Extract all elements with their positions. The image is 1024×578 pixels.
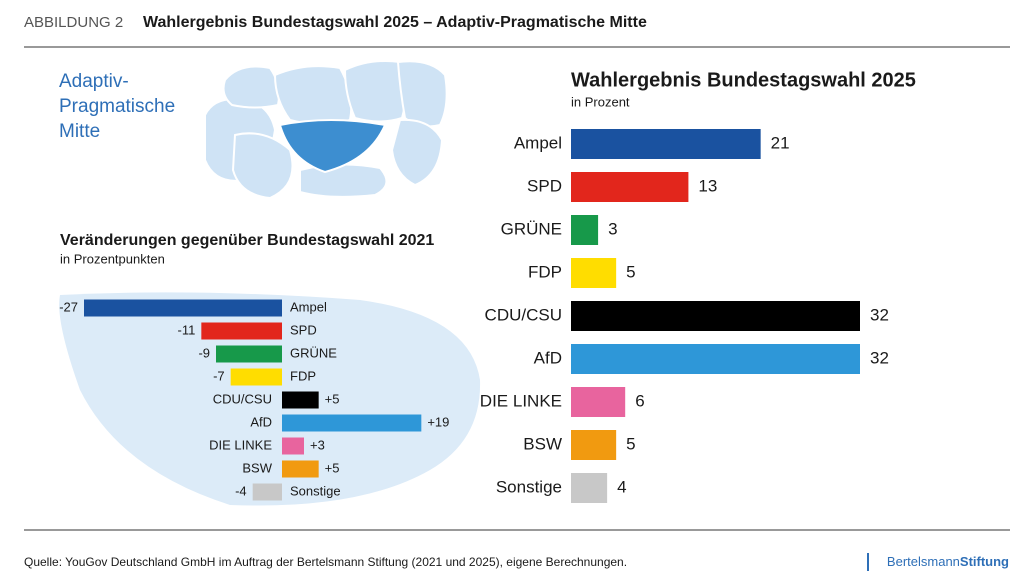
value-label: +3 xyxy=(310,437,325,452)
bar xyxy=(282,414,422,432)
bar xyxy=(571,301,860,331)
bar xyxy=(201,322,282,340)
value-label: 32 xyxy=(870,348,889,367)
chart-subtitle: in Prozent xyxy=(571,94,630,109)
category-label: DIE LINKE xyxy=(480,391,562,410)
bar xyxy=(571,215,599,245)
value-label: -9 xyxy=(198,345,210,360)
bar xyxy=(571,172,689,202)
bar xyxy=(571,344,860,374)
value-label: +5 xyxy=(325,391,340,406)
value-label: 5 xyxy=(626,434,635,453)
category-label: Sonstige xyxy=(290,483,341,498)
value-label: 32 xyxy=(870,305,889,324)
value-label: 5 xyxy=(626,262,635,281)
bar xyxy=(571,473,608,503)
value-label: -11 xyxy=(178,322,196,337)
bar xyxy=(571,430,617,460)
logo-light: Bertelsmann xyxy=(887,554,960,569)
chart-title: Wahlergebnis Bundestagswahl 2025 xyxy=(571,69,916,91)
bar xyxy=(282,437,304,455)
category-label: Ampel xyxy=(514,133,562,152)
bar xyxy=(216,345,282,363)
value-label: -7 xyxy=(213,368,225,383)
category-label: FDP xyxy=(528,262,562,281)
category-label: BSW xyxy=(523,434,562,453)
bar xyxy=(230,368,282,386)
value-label: +5 xyxy=(325,460,340,475)
illustration-label: Pragmatische xyxy=(59,96,175,117)
bar xyxy=(571,129,761,159)
category-label: GRÜNE xyxy=(501,219,562,238)
category-label: Sonstige xyxy=(496,477,562,496)
figure-label: ABBILDUNG 2 xyxy=(24,14,123,31)
category-label: SPD xyxy=(290,322,317,337)
bar xyxy=(84,299,282,317)
logo-bold: Stiftung xyxy=(960,554,1009,569)
bar xyxy=(282,391,319,409)
category-label: Ampel xyxy=(290,299,327,314)
category-label: GRÜNE xyxy=(290,345,337,360)
chart-subtitle: in Prozentpunkten xyxy=(60,251,165,266)
category-label: CDU/CSU xyxy=(213,391,272,406)
value-label: 6 xyxy=(635,391,644,410)
bar xyxy=(571,258,617,288)
bar xyxy=(571,387,626,417)
illustration-label: Mitte xyxy=(59,121,100,142)
category-label: CDU/CSU xyxy=(485,305,562,324)
category-label: AfD xyxy=(534,348,562,367)
background-blob xyxy=(59,292,481,506)
value-label: 21 xyxy=(771,133,790,152)
bar xyxy=(252,483,282,501)
value-label: 3 xyxy=(608,219,617,238)
figure-title: Wahlergebnis Bundestagswahl 2025 – Adapt… xyxy=(143,14,647,31)
value-label: 13 xyxy=(698,176,717,195)
category-label: DIE LINKE xyxy=(209,437,272,452)
category-label: AfD xyxy=(250,414,272,429)
value-label: 4 xyxy=(617,477,626,496)
source-note: Quelle: YouGov Deutschland GmbH im Auftr… xyxy=(24,555,627,569)
category-label: FDP xyxy=(290,368,316,383)
value-label: -4 xyxy=(235,483,247,498)
value-label: +19 xyxy=(427,414,449,429)
bar xyxy=(282,460,319,478)
category-label: BSW xyxy=(242,460,272,475)
logo: BertelsmannStiftung xyxy=(887,554,1009,569)
value-label: -27 xyxy=(59,299,78,314)
chart-title: Veränderungen gegenüber Bundestagswahl 2… xyxy=(60,232,434,249)
cell-illustration xyxy=(204,60,448,200)
illustration-label: Adaptiv- xyxy=(59,71,129,92)
category-label: SPD xyxy=(527,176,562,195)
